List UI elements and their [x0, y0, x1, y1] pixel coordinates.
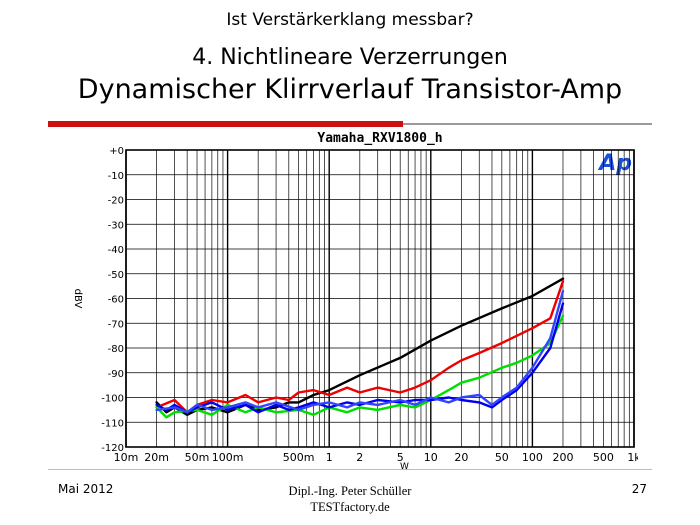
y-tick-label: -110 — [101, 418, 124, 429]
x-tick-label: 200 — [552, 451, 573, 464]
x-tick-label: 100 — [522, 451, 543, 464]
x-tick-label: 500 — [593, 451, 614, 464]
footer-author-site: TESTfactory.de — [310, 500, 390, 514]
footer-author-name: Dipl.-Ing. Peter Schüller — [288, 484, 412, 498]
plot-frame — [125, 149, 635, 448]
y-tick-label: -70 — [108, 319, 124, 330]
y-tick-label: -120 — [101, 443, 124, 454]
x-axis-label: W — [400, 462, 409, 470]
accent-bar-red — [48, 121, 403, 127]
chart-title: Yamaha_RXV1800_h — [317, 131, 442, 146]
series-line-5 — [155, 289, 565, 414]
x-tick-label: 10m — [114, 451, 139, 464]
y-tick-label: -50 — [108, 270, 124, 281]
y-tick-label: -40 — [108, 245, 124, 256]
x-tick-label: 20 — [454, 451, 468, 464]
ap-logo: Ap — [597, 151, 632, 176]
footer-divider — [48, 469, 652, 470]
y-tick-label: -20 — [108, 196, 124, 207]
x-tick-label: 100m — [212, 451, 244, 464]
slide-heading: 4. Nichtlineare Verzerrungen — [192, 45, 508, 70]
y-tick-label: -90 — [108, 369, 124, 380]
y-tick-label: -100 — [101, 394, 124, 405]
x-tick-label: 1 — [326, 451, 333, 464]
page-number: 27 — [631, 482, 647, 496]
chart-background — [68, 128, 638, 470]
x-tick-label: 2 — [356, 451, 363, 464]
y-tick-label: -30 — [108, 220, 124, 231]
series-line-1 — [155, 277, 565, 416]
x-tick-label: 20m — [144, 451, 169, 464]
footer-author: Dipl.-Ing. Peter Schüller TESTfactory.de — [250, 483, 450, 515]
y-tick-label: -10 — [108, 171, 124, 182]
series-line-2 — [155, 279, 565, 414]
y-tick-label: -60 — [108, 295, 124, 306]
accent-bar-gray — [403, 123, 652, 125]
y-axis-label: dBV — [72, 289, 83, 309]
x-tick-label: 500m — [283, 451, 315, 464]
x-tick-label: 50 — [495, 451, 509, 464]
series-line-3 — [155, 314, 565, 419]
distortion-chart: Yamaha_RXV1800_h Ap +0 -10 -20 -30 -40 -50 -60 -7… — [68, 128, 638, 470]
x-tick-label: 10 — [424, 451, 438, 464]
slide-supertitle: Ist Verstärkerklang messbar? — [226, 10, 474, 30]
series-line-4 — [155, 302, 565, 414]
footer-date: Mai 2012 — [58, 482, 114, 496]
slide-subheading: Dynamischer Klirrverlauf Transistor-Amp — [77, 74, 623, 105]
x-tick-label: 5 — [397, 451, 404, 464]
y-tick-label: +0 — [109, 146, 124, 157]
x-tick-label: 1k — [627, 451, 638, 464]
x-tick-label: 50m — [185, 451, 210, 464]
y-tick-label: -80 — [108, 344, 124, 355]
